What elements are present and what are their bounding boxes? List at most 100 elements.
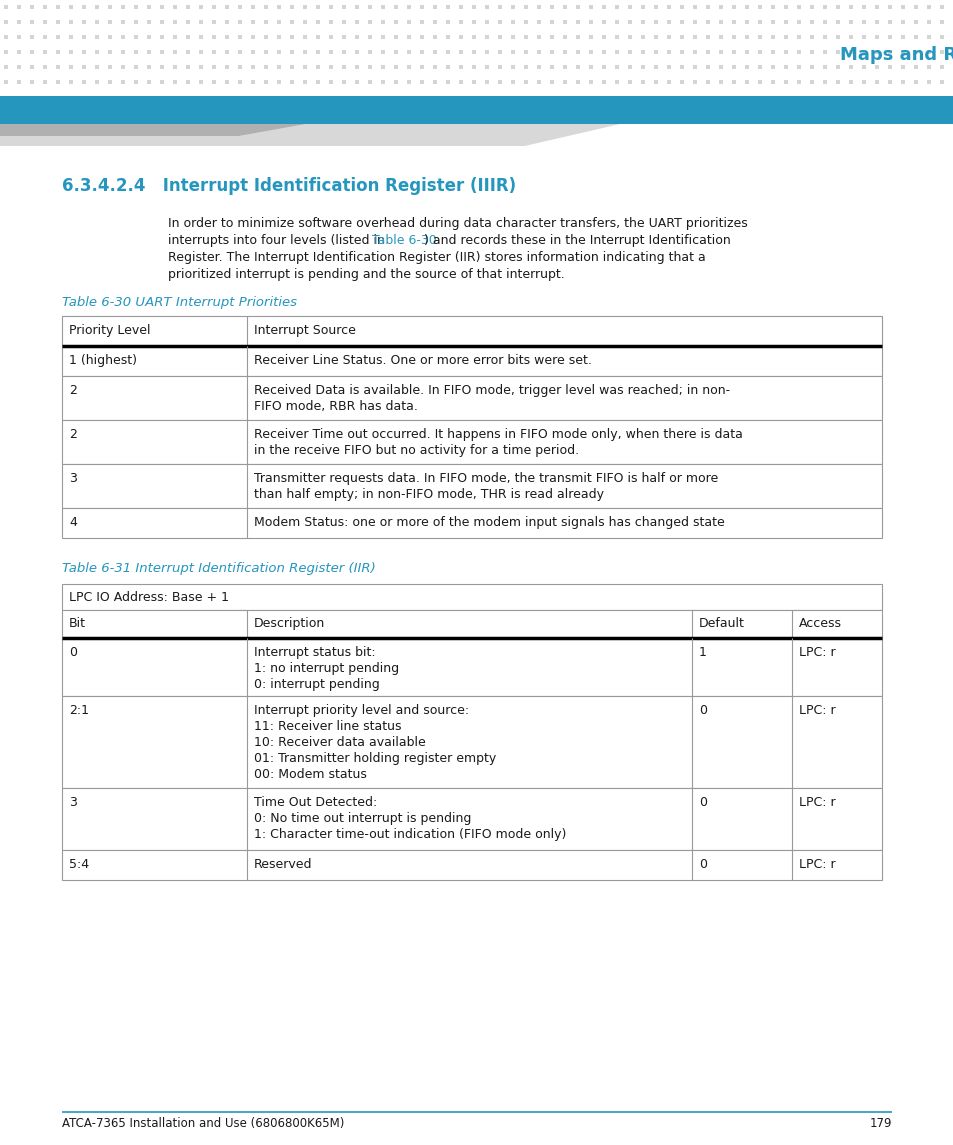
Text: Table 6-30: Table 6-30: [371, 234, 436, 247]
Bar: [276, 19, 281, 24]
Text: 4: 4: [69, 516, 77, 529]
Bar: [511, 80, 515, 84]
Bar: [62, 508, 882, 538]
Bar: [56, 19, 60, 24]
Text: 2: 2: [69, 428, 77, 441]
Bar: [62, 420, 882, 464]
Bar: [952, 19, 953, 24]
Bar: [497, 65, 501, 69]
Bar: [276, 65, 281, 69]
Bar: [576, 35, 579, 39]
Bar: [17, 19, 21, 24]
Bar: [394, 65, 397, 69]
Bar: [666, 65, 670, 69]
Bar: [251, 35, 254, 39]
Bar: [419, 5, 423, 9]
Bar: [69, 80, 73, 84]
Text: 3: 3: [69, 796, 77, 810]
Bar: [147, 80, 151, 84]
Text: 1: no interrupt pending: 1: no interrupt pending: [253, 662, 398, 676]
Bar: [433, 5, 436, 9]
Bar: [783, 5, 787, 9]
Bar: [380, 35, 385, 39]
Bar: [537, 35, 540, 39]
Bar: [913, 50, 917, 54]
Bar: [744, 35, 748, 39]
Bar: [225, 65, 229, 69]
Bar: [952, 50, 953, 54]
Bar: [237, 50, 242, 54]
Bar: [679, 5, 683, 9]
Bar: [601, 65, 605, 69]
Bar: [108, 19, 112, 24]
Text: Receiver Line Status. One or more error bits were set.: Receiver Line Status. One or more error …: [253, 354, 591, 368]
Bar: [523, 5, 527, 9]
Text: 5:4: 5:4: [69, 858, 89, 871]
Bar: [172, 80, 177, 84]
Bar: [62, 850, 882, 881]
Bar: [212, 50, 215, 54]
Bar: [835, 19, 840, 24]
Bar: [523, 65, 527, 69]
Bar: [640, 5, 644, 9]
Bar: [264, 50, 268, 54]
Bar: [511, 19, 515, 24]
Bar: [900, 35, 904, 39]
Bar: [251, 50, 254, 54]
Bar: [56, 65, 60, 69]
Bar: [588, 65, 593, 69]
Bar: [783, 80, 787, 84]
Bar: [186, 35, 190, 39]
Bar: [913, 80, 917, 84]
Bar: [615, 35, 618, 39]
Bar: [783, 35, 787, 39]
Bar: [627, 5, 631, 9]
Bar: [523, 19, 527, 24]
Text: 0: interrupt pending: 0: interrupt pending: [253, 678, 379, 690]
Bar: [394, 19, 397, 24]
Bar: [640, 80, 644, 84]
Bar: [225, 19, 229, 24]
Bar: [341, 5, 346, 9]
Bar: [17, 5, 21, 9]
Bar: [290, 35, 294, 39]
Bar: [95, 19, 99, 24]
Bar: [133, 50, 138, 54]
Bar: [679, 65, 683, 69]
Bar: [315, 65, 319, 69]
Bar: [809, 19, 813, 24]
Bar: [264, 5, 268, 9]
Bar: [43, 5, 47, 9]
Bar: [537, 65, 540, 69]
Bar: [601, 50, 605, 54]
Bar: [95, 80, 99, 84]
Bar: [329, 35, 333, 39]
Bar: [315, 5, 319, 9]
Bar: [484, 5, 489, 9]
Bar: [394, 5, 397, 9]
Bar: [744, 65, 748, 69]
Bar: [900, 50, 904, 54]
Text: Maps and Registers: Maps and Registers: [840, 46, 953, 64]
Bar: [537, 19, 540, 24]
Bar: [380, 5, 385, 9]
Bar: [848, 19, 852, 24]
Bar: [62, 376, 882, 420]
Bar: [433, 50, 436, 54]
Bar: [0, 96, 953, 124]
Bar: [341, 50, 346, 54]
Bar: [848, 80, 852, 84]
Text: 0: No time out interrupt is pending: 0: No time out interrupt is pending: [253, 812, 471, 826]
Bar: [446, 50, 450, 54]
Bar: [705, 5, 709, 9]
Bar: [30, 50, 34, 54]
Bar: [887, 65, 891, 69]
Bar: [770, 19, 774, 24]
Bar: [121, 65, 125, 69]
Bar: [315, 80, 319, 84]
Bar: [913, 5, 917, 9]
Bar: [341, 19, 346, 24]
Bar: [303, 5, 307, 9]
Bar: [679, 35, 683, 39]
Bar: [251, 80, 254, 84]
